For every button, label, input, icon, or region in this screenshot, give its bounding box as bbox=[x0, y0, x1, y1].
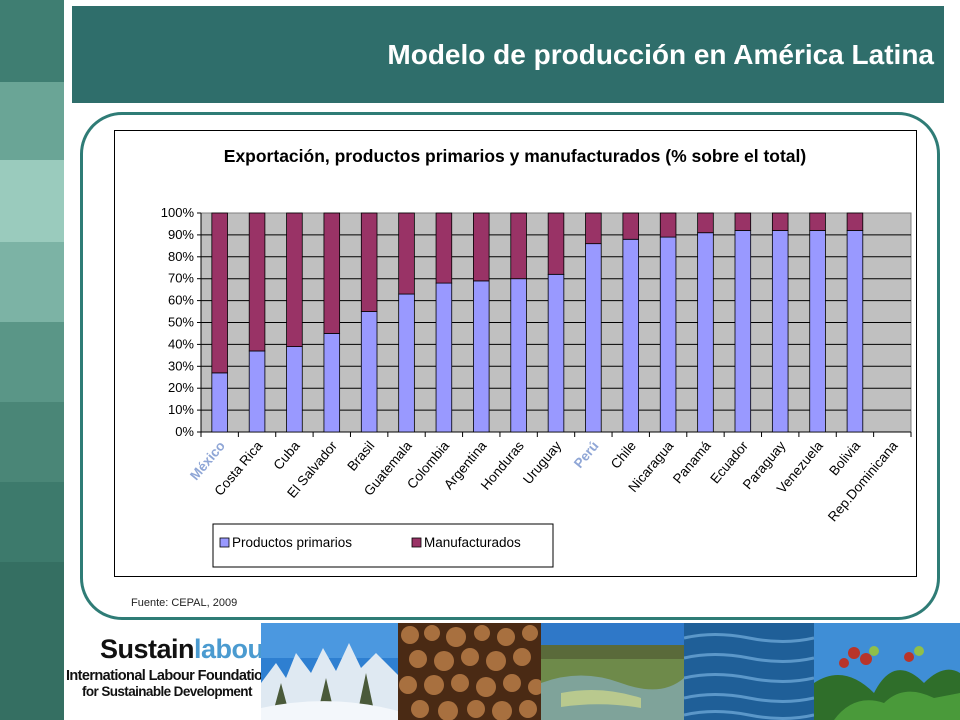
x-tick-label: Chile bbox=[608, 438, 639, 471]
bar-primarios bbox=[323, 333, 341, 433]
photo-snowy-forest-svg bbox=[261, 623, 398, 720]
photo-coffee-plant-svg bbox=[814, 623, 960, 720]
photo-water bbox=[684, 623, 814, 720]
bar-manufacturados bbox=[659, 212, 677, 238]
y-tick-label: 90% bbox=[168, 227, 194, 242]
bar-manufacturados bbox=[360, 212, 378, 312]
x-tick-label: Uruguay bbox=[520, 438, 564, 487]
x-tick-label: Perú bbox=[571, 438, 602, 471]
y-tick-label: 30% bbox=[168, 358, 194, 373]
y-tick-label: 80% bbox=[168, 249, 194, 264]
logo-tagline-1: International Labour Foundation bbox=[66, 668, 271, 684]
bar-primarios bbox=[659, 236, 677, 433]
sidebar-decoration bbox=[0, 0, 64, 720]
legend-swatch-primarios bbox=[219, 537, 230, 548]
x-tick-label: Bolivia bbox=[826, 438, 863, 478]
bar-manufacturados bbox=[622, 212, 639, 240]
y-tick-label: 40% bbox=[168, 336, 194, 351]
x-tick-label: Rep.Dominicana bbox=[825, 438, 901, 524]
legend-label-manufacturados: Manufacturados bbox=[424, 535, 521, 550]
chart-title: Exportación, productos primarios y manuf… bbox=[224, 146, 806, 166]
bar-primarios bbox=[771, 230, 789, 433]
title-bar: Modelo de producción en América Latina bbox=[72, 6, 944, 103]
bar-primarios bbox=[846, 230, 864, 433]
bar-primarios bbox=[248, 350, 266, 433]
photo-coffee-plant bbox=[814, 623, 960, 720]
bar-primarios bbox=[473, 280, 490, 433]
bar-primarios bbox=[286, 346, 303, 433]
x-tick-label: Brasil bbox=[344, 438, 377, 474]
y-tick-label: 100% bbox=[161, 205, 195, 220]
chart-area: Exportación, productos primarios y manuf… bbox=[114, 130, 917, 577]
y-tick-label: 20% bbox=[168, 380, 194, 395]
bar-manufacturados bbox=[510, 212, 527, 280]
y-tick-label: 10% bbox=[168, 402, 194, 417]
bar-manufacturados bbox=[248, 212, 266, 352]
bar-manufacturados bbox=[585, 212, 602, 245]
bar-manufacturados bbox=[809, 212, 826, 231]
y-tick-label: 60% bbox=[168, 293, 194, 308]
slide-title: Modelo de producción en América Latina bbox=[387, 39, 934, 70]
source-note: Fuente: CEPAL, 2009 bbox=[131, 597, 238, 609]
bar-primarios bbox=[809, 230, 826, 433]
bar-manufacturados bbox=[286, 212, 303, 347]
legend-label-primarios: Productos primarios bbox=[232, 535, 352, 550]
bar-primarios bbox=[510, 278, 527, 433]
bar-primarios bbox=[360, 311, 378, 433]
bar-manufacturados bbox=[473, 212, 490, 282]
bar-primarios bbox=[697, 232, 714, 433]
photo-wetland bbox=[541, 623, 684, 720]
sustainlabour-logo: Sustainlabour International Labour Found… bbox=[64, 622, 274, 720]
bar-primarios bbox=[734, 230, 752, 433]
photo-logs-svg bbox=[398, 623, 541, 720]
bar-manufacturados bbox=[398, 212, 415, 295]
bar-manufacturados bbox=[734, 212, 752, 231]
bar-primarios bbox=[585, 243, 602, 433]
photo-logs bbox=[398, 623, 541, 720]
bar-primarios bbox=[211, 372, 228, 433]
bar-primarios bbox=[622, 238, 639, 433]
bar-primarios bbox=[435, 282, 453, 433]
logo-wordmark: Sustainlabour bbox=[100, 634, 274, 665]
legend-box bbox=[212, 523, 554, 568]
y-tick-label: 0% bbox=[175, 424, 194, 439]
bar-manufacturados bbox=[211, 212, 228, 374]
bar-manufacturados bbox=[435, 212, 453, 284]
logo-word-part2: labour bbox=[194, 634, 274, 664]
photo-water-svg bbox=[684, 623, 814, 720]
y-tick-label: 70% bbox=[168, 271, 194, 286]
photo-snowy-forest bbox=[261, 623, 398, 720]
bar-primarios bbox=[398, 293, 415, 433]
bar-manufacturados bbox=[547, 212, 565, 275]
logo-word-part1: Sustain bbox=[100, 634, 195, 664]
x-tick-label: Cuba bbox=[270, 438, 303, 473]
logo-tagline-2: for Sustainable Development bbox=[82, 684, 252, 699]
x-tick-label: Panamá bbox=[670, 438, 714, 487]
bar-primarios bbox=[547, 273, 565, 433]
bar-manufacturados bbox=[697, 212, 714, 234]
bar-manufacturados bbox=[846, 212, 864, 231]
chart-svg: Exportación, productos primarios y manuf… bbox=[161, 146, 912, 568]
photo-wetland-svg bbox=[541, 623, 684, 720]
legend-swatch-manufacturados bbox=[411, 537, 422, 548]
bar-manufacturados bbox=[771, 212, 789, 231]
y-tick-label: 50% bbox=[168, 315, 194, 330]
bar-manufacturados bbox=[323, 212, 341, 334]
